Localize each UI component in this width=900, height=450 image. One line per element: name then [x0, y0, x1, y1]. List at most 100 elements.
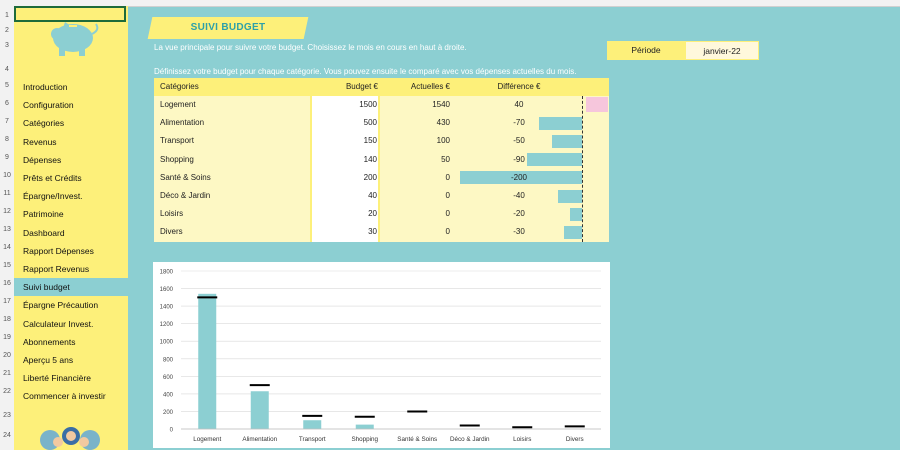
sidebar	[14, 6, 128, 450]
sidebar-item[interactable]: Configuration	[23, 100, 74, 111]
sidebar-item[interactable]: Dépenses	[23, 154, 62, 165]
sidebar-item[interactable]: Commencer à investir	[23, 391, 106, 402]
row-number[interactable]: 21	[3, 370, 11, 377]
budget-table: Catégories Budget € Actuelles € Différen…	[154, 78, 609, 242]
row-number[interactable]: 6	[5, 100, 9, 107]
sidebar-item[interactable]: Liberté Financière	[23, 373, 92, 384]
page-title: SUIVI BUDGET	[190, 22, 266, 33]
category-cell: Logement	[160, 100, 196, 109]
actual-bar	[303, 420, 322, 429]
difference-bar	[527, 153, 582, 167]
x-tick-label: Alimentation	[242, 436, 277, 443]
actual-bar	[355, 424, 374, 429]
y-tick-label: 600	[163, 375, 174, 381]
x-tick-label: Santé & Soins	[397, 436, 437, 443]
sidebar-item[interactable]: Abonnements	[23, 336, 76, 347]
budget-column	[310, 96, 380, 242]
row-number[interactable]: 9	[5, 154, 9, 161]
header-category: Catégories	[160, 82, 199, 91]
row-number[interactable]: 3	[5, 42, 9, 49]
sidebar-item[interactable]: Calculateur Invest.	[23, 318, 94, 329]
category-cell: Déco & Jardin	[160, 191, 211, 200]
sidebar-item[interactable]: Patrimoine	[23, 209, 64, 220]
sidebar-item[interactable]: Épargne Précaution	[23, 300, 99, 311]
row-number[interactable]: 1	[5, 12, 9, 19]
y-tick-label: 1600	[160, 287, 174, 293]
category-cell: Divers	[160, 227, 183, 237]
sidebar-item[interactable]: Catégories	[23, 118, 65, 129]
x-tick-label: Logement	[193, 436, 221, 443]
budget-cell[interactable]: 500	[363, 118, 377, 128]
row-number[interactable]: 13	[3, 226, 11, 233]
row-number[interactable]: 22	[3, 388, 11, 395]
sidebar-item[interactable]: Revenus	[23, 136, 57, 147]
row-number[interactable]: 19	[3, 334, 11, 341]
column-header-bar	[0, 0, 900, 7]
y-tick-label: 1200	[160, 322, 174, 328]
x-tick-label: Déco & Jardin	[450, 436, 490, 443]
category-cell: Transport	[160, 136, 194, 146]
header-actual: Actuelles €	[410, 82, 450, 91]
page-description: La vue principale pour suivre votre budg…	[154, 43, 467, 52]
budget-cell[interactable]: 1500	[359, 100, 377, 109]
row-number[interactable]: 10	[3, 172, 11, 179]
actual-cell: 0	[445, 172, 450, 182]
selected-cell[interactable]	[14, 6, 126, 22]
sidebar-item[interactable]: Suivi budget	[14, 278, 128, 297]
actual-cell: 0	[445, 227, 450, 237]
row-number[interactable]: 23	[3, 412, 11, 419]
difference-cell: -200	[510, 172, 527, 182]
chart-svg: 0 200 400 600 800 1000 1200 1400 1600 1800 Logemen…	[160, 270, 601, 443]
x-tick-label: Transport	[299, 436, 326, 443]
row-number[interactable]: 17	[3, 298, 11, 305]
period-select[interactable]: janvier-22	[685, 41, 759, 60]
sidebar-item[interactable]: Rapport Revenus	[23, 264, 90, 274]
budget-cell[interactable]: 140	[363, 154, 377, 164]
y-tick-label: 1800	[160, 270, 174, 276]
difference-cell: -40	[513, 191, 525, 200]
difference-bar	[539, 116, 582, 130]
budget-cell[interactable]: 40	[368, 191, 377, 200]
budget-cell[interactable]: 150	[363, 136, 377, 146]
row-number[interactable]: 5	[5, 82, 9, 89]
table-instruction: Définissez votre budget pour chaque caté…	[154, 67, 577, 76]
row-number[interactable]: 8	[5, 136, 9, 143]
actual-bar	[198, 293, 217, 429]
row-number[interactable]: 7	[5, 118, 9, 125]
row-number[interactable]: 11	[3, 190, 11, 197]
sidebar-item[interactable]: Prêts et Crédits	[23, 173, 82, 183]
actual-cell: 50	[441, 154, 450, 164]
row-number[interactable]: 18	[3, 316, 11, 323]
category-cell: Shopping	[160, 154, 194, 164]
row-number[interactable]: 2	[5, 27, 9, 34]
sidebar-item[interactable]: Introduction	[23, 82, 68, 92]
row-number[interactable]: 24	[3, 432, 11, 439]
header-difference: Différence €	[497, 82, 541, 91]
actual-cell: 0	[445, 209, 450, 219]
y-tick-label: 800	[163, 357, 174, 363]
budget-cell[interactable]: 20	[368, 209, 377, 219]
actual-cell: 1540	[432, 100, 450, 109]
budget-cell[interactable]: 30	[368, 227, 377, 237]
x-tick-label: Loisirs	[513, 436, 531, 443]
row-number[interactable]: 4	[5, 66, 9, 73]
budget-cell[interactable]: 200	[363, 172, 377, 182]
row-number[interactable]: 14	[3, 244, 11, 251]
row-number[interactable]: 20	[3, 352, 11, 359]
difference-cell: -20	[513, 209, 525, 219]
category-cell: Alimentation	[160, 118, 205, 128]
sidebar-item[interactable]: Épargne/Invest.	[23, 191, 83, 202]
category-cell: Santé & Soins	[160, 172, 211, 182]
sidebar-item[interactable]: Dashboard	[23, 227, 65, 238]
people-illustration-icon	[40, 427, 100, 450]
row-number[interactable]: 15	[3, 262, 11, 269]
header-budget: Budget €	[345, 82, 378, 91]
sidebar-item[interactable]: Rapport Dépenses	[23, 245, 94, 256]
difference-cell: -70	[513, 118, 525, 128]
difference-bar	[557, 189, 582, 203]
row-number[interactable]: 12	[3, 208, 11, 215]
category-cell: Loisirs	[160, 209, 184, 219]
sidebar-item[interactable]: Aperçu 5 ans	[23, 355, 74, 365]
row-number[interactable]: 16	[3, 280, 11, 287]
difference-axis-line	[582, 96, 583, 242]
